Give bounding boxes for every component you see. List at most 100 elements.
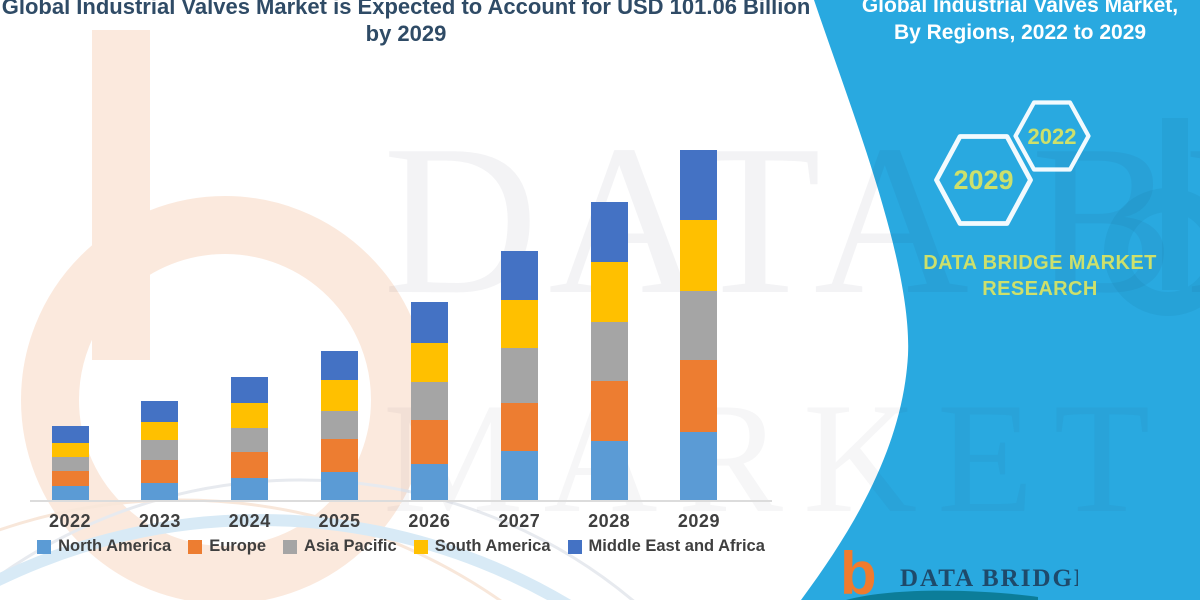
bar-segment [590,201,628,262]
legend-item-south-america: South America [413,537,551,556]
bar-segment [51,457,89,472]
hexagon-2022-label: 2022 [1028,124,1077,149]
bar-segment [321,439,359,473]
x-axis-label: 2028 [588,511,631,531]
bar-segment [680,360,718,432]
bar-2028 [590,201,628,501]
banner-brand-line1: DATA BRIDGE MARKET [923,252,1157,274]
bar-2027 [500,250,538,501]
legend-item-asia-pacific: Asia Pacific [283,537,397,556]
bar-2022 [51,426,89,501]
legend-swatch [413,539,428,554]
footer-logo-wordmark: DATA BRIDGE [900,565,1078,592]
bar-segment [590,321,628,381]
bar-segment [51,443,89,458]
bar-segment [410,382,448,420]
bar-segment [141,482,179,501]
bar-segment [51,486,89,501]
bar-2029 [680,150,718,501]
bar-segment [231,478,269,501]
bar-segment [500,403,538,452]
legend-label: North America [58,537,172,555]
banner-b-watermark [1104,118,1200,316]
bar-segment [680,150,718,221]
x-axis-label: 2022 [48,511,92,531]
banner-brand-line2: RESEARCH [982,278,1098,300]
bar-2025 [321,351,359,501]
legend-item-europe: Europe [188,537,266,556]
bar-segment [500,300,538,349]
hexagon-2029 [934,134,1033,226]
bar-2023 [141,401,179,501]
legend-item-north-america: North America [37,537,171,556]
hexagon-2029-label: 2029 [953,165,1013,195]
bar-segment [410,463,448,501]
bar-segment [590,380,628,441]
banner-title: Global Industrial Valves Market, By Regi… [845,0,1195,46]
x-axis-label: 2029 [677,511,720,531]
bar-segment [500,250,538,301]
chart-legend: North America Europe Asia Pacific South Ame… [30,537,772,556]
swirl-arc-blue [0,514,571,600]
swirl-arc-gray [0,478,635,600]
legend-item-middle-east-and-africa: Middle East and Africa [567,537,765,556]
bar-segment [680,431,718,501]
bar-segment [410,302,448,344]
banner-title-line2: By Regions, 2022 to 2029 [893,21,1147,44]
bar-2024 [231,377,269,501]
bar-segment [141,460,179,483]
bar-segment [51,426,89,444]
x-axis-label: 2024 [228,511,271,531]
bar-segment [680,220,718,292]
chart-title-line1: Global Industrial Valves Market is Expec… [1,0,811,19]
bar-segment [410,419,448,464]
banner-background [801,0,1200,600]
footer-logo-swoosh [846,590,1038,600]
bar-segment [51,471,89,487]
legend-label: Middle East and Africa [588,537,765,555]
watermark-b-bowl-shape [21,196,429,600]
x-axis-label: 2023 [138,511,181,531]
hexagon-2022 [1013,100,1091,172]
bar-segment [500,451,538,501]
legend-swatch [283,539,298,554]
banner-brand-text: DATA BRIDGE MARKET RESEARCH [880,250,1200,302]
legend-label: Asia Pacific [304,537,397,555]
legend-swatch [567,539,582,554]
bar-segment [321,411,359,440]
legend-label: South America [434,537,551,555]
bar-segment [321,380,359,412]
bar-segment [231,428,269,453]
x-axis-label: 2027 [498,511,541,531]
bar-segment [231,403,269,429]
bar-segment [231,377,269,404]
bar-segment [141,401,179,422]
bar-segment [680,291,718,361]
bar-segment [141,439,179,461]
bar-segment [410,343,448,382]
bar-segment [141,421,179,440]
bar-segment [231,452,269,479]
legend-swatch [188,539,203,554]
bar-segment [590,261,628,322]
bar-segment [321,472,359,501]
legend-swatch [37,539,52,554]
x-axis-label: 2026 [408,511,451,531]
chart-title-line2: by 2029 [365,21,447,46]
bar-segment [590,440,628,501]
bar-2026 [410,302,448,501]
x-axis-line [30,500,772,502]
bar-segment [500,348,538,404]
banner-title-line1: Global Industrial Valves Market, [861,0,1179,17]
footer-logo-b-glyph: b [840,546,877,600]
legend-label: Europe [209,537,267,555]
chart-title: Global Industrial Valves Market is Expec… [0,0,812,47]
footer-logo: b DATA BRIDGE [840,546,1078,600]
x-axis-label: 2025 [318,511,361,531]
bar-segment [321,351,359,381]
